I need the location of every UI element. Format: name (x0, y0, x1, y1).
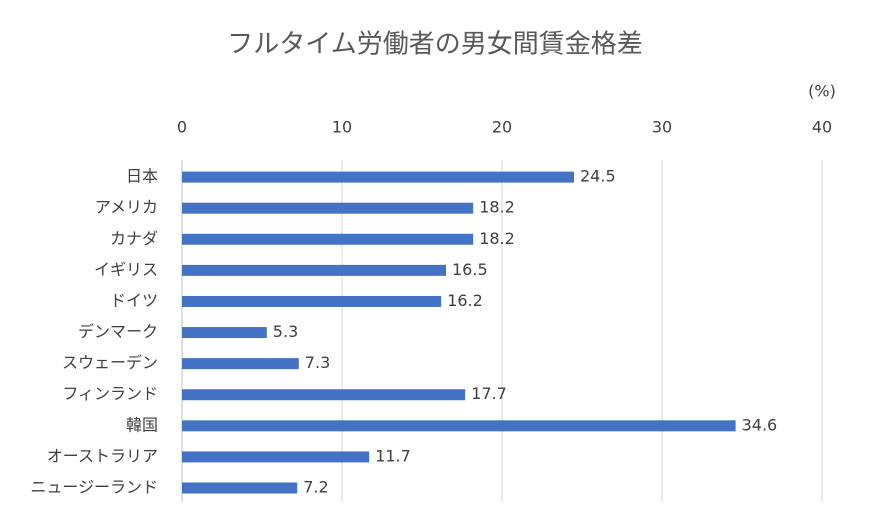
y-tick-label: ドイツ (110, 291, 158, 310)
y-tick-label: 韓国 (126, 415, 158, 434)
bar (182, 451, 370, 463)
data-label: 18.2 (479, 229, 515, 248)
x-tick-label: 40 (812, 118, 832, 137)
x-tick-label: 10 (332, 118, 352, 137)
data-label: 16.5 (452, 260, 488, 279)
unit-label: (%) (808, 82, 836, 101)
data-label: 11.7 (375, 446, 411, 465)
bar (182, 358, 299, 370)
bar (182, 202, 474, 214)
y-tick-label: 日本 (126, 167, 158, 186)
y-tick-label: ニュージーランド (30, 478, 158, 497)
y-tick-label: スウェーデン (62, 353, 158, 372)
y-tick-label: イギリス (94, 260, 158, 279)
y-tick-label: フィンランド (62, 384, 158, 403)
x-tick-label: 0 (177, 118, 187, 137)
y-tick-label: デンマーク (78, 322, 158, 341)
bar (182, 482, 298, 494)
bar (182, 171, 574, 183)
bar (182, 389, 466, 401)
chart-title: フルタイム労働者の男女間賃金格差 (227, 30, 642, 60)
data-label: 7.2 (303, 478, 328, 497)
x-tick-label: 30 (652, 118, 672, 137)
bar (182, 295, 442, 307)
data-label: 5.3 (273, 322, 298, 341)
y-tick-label: カナダ (110, 229, 158, 248)
x-tick-label: 20 (492, 118, 512, 137)
data-label: 17.7 (471, 384, 507, 403)
bar (182, 327, 267, 339)
bar (182, 420, 736, 432)
data-label: 18.2 (479, 198, 515, 217)
bar (182, 233, 474, 245)
data-label: 24.5 (580, 167, 616, 186)
y-tick-label: オーストラリア (47, 446, 158, 465)
data-label: 7.3 (305, 353, 330, 372)
y-tick-label: アメリカ (95, 198, 158, 217)
data-label: 34.6 (742, 415, 778, 434)
bar (182, 264, 446, 276)
data-label: 16.2 (447, 291, 483, 310)
